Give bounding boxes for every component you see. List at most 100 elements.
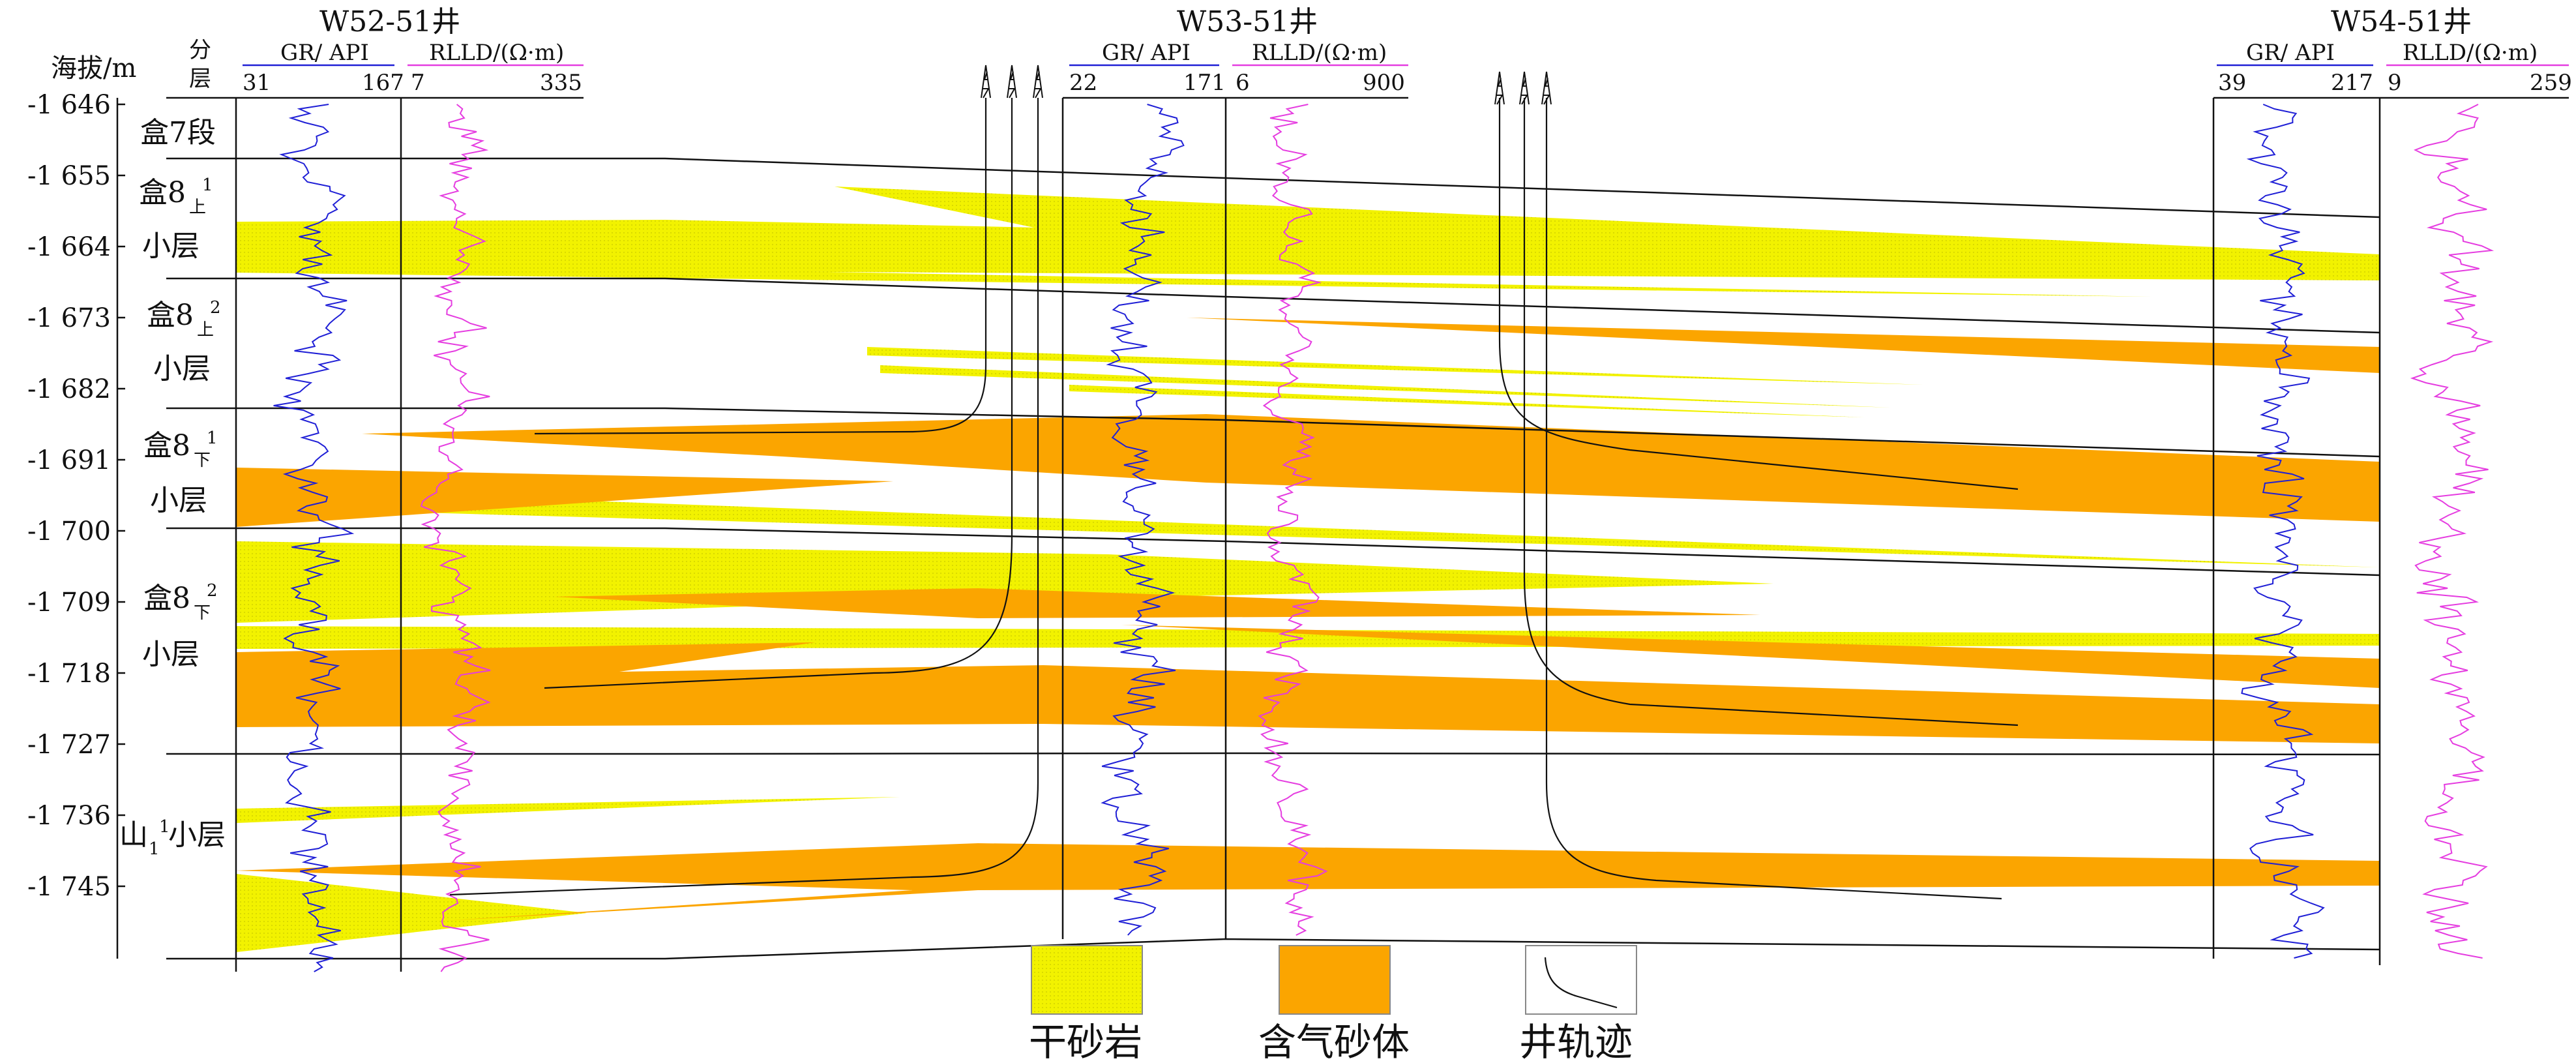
boundary-line (166, 752, 2380, 756)
layer-header: 层 (189, 66, 211, 92)
well-header-w53: W53-51井 GR/ API 22 171 RLLD/(Ω·m) 6 900 (1069, 5, 1408, 96)
svg-text:2: 2 (207, 581, 218, 601)
dry-sand-body (1069, 385, 1865, 417)
gas-sand-body (236, 642, 2380, 743)
well-header-w54: W54-51井 GR/ API 39 217 RLLD/(Ω·m) 9 259 (2217, 5, 2572, 96)
track-frames (116, 97, 2569, 972)
dry-sand-body (236, 261, 2152, 297)
gr-curve (2241, 104, 2325, 959)
dry-sand-body (236, 797, 900, 823)
svg-text:小层: 小层 (142, 638, 200, 671)
dry-sand-body (236, 220, 2380, 280)
svg-text:1: 1 (159, 817, 170, 837)
well-name: W52-51井 (319, 5, 460, 38)
rt-curve (1258, 104, 1328, 936)
dry-sand-body (236, 541, 1773, 623)
gr-title: GR/ API (2246, 40, 2335, 66)
rt-max: 259 (2530, 70, 2572, 96)
rt-min: 7 (411, 70, 425, 96)
dry-sand-body (236, 488, 2380, 567)
well-trajectory (544, 98, 1013, 689)
svg-text:1: 1 (207, 428, 218, 448)
svg-text:盒8: 盒8 (139, 176, 186, 209)
gr-curve (1101, 104, 1185, 936)
axis-tick-label: -1 646 (27, 90, 111, 120)
rt-title: RLLD/(Ω·m) (1252, 40, 1387, 66)
legend-label-dry-sand: 干砂岩 (1029, 1020, 1142, 1063)
gas-sand-body (1187, 318, 2380, 373)
svg-text:小层: 小层 (153, 352, 211, 385)
svg-text:山: 山 (119, 818, 148, 852)
axis-tick-label: -1 709 (27, 588, 111, 618)
svg-text:小层: 小层 (150, 484, 207, 517)
layer-boundaries (166, 157, 2380, 960)
axis-tick-label: -1 736 (27, 801, 111, 831)
axis-tick-label: -1 682 (27, 374, 111, 404)
derrick-icon (1541, 71, 1552, 105)
svg-text:1: 1 (149, 839, 160, 859)
gas-sand-body (236, 843, 2380, 921)
layer-header: 分 (189, 37, 211, 63)
dry-sand-body (236, 626, 2380, 649)
derrick-icons (981, 65, 1552, 105)
dry-sand-body (236, 874, 587, 952)
depth-axis: 海拔/m -1 646 -1 655 -1 664 -1 673 -1 682 -1 69… (27, 53, 136, 902)
gas-sand-body (362, 414, 2380, 522)
svg-text:小层: 小层 (168, 818, 226, 852)
svg-text:小层: 小层 (142, 230, 200, 263)
boundary-line (166, 277, 2380, 334)
legend-label-gas-sand: 含气砂体 (1258, 1020, 1410, 1063)
boundary-line (166, 407, 2380, 458)
derrick-icon (1007, 65, 1017, 98)
dry-sand-body (880, 365, 1891, 408)
well-trajectories (449, 98, 2019, 900)
rt-min: 9 (2388, 70, 2402, 96)
gr-min: 31 (243, 70, 271, 96)
rt-title: RLLD/(Ω·m) (2403, 40, 2538, 66)
well-header-w52: W52-51井 GR/ API 31 167 RLLD/(Ω·m) 7 335 (243, 5, 584, 96)
boundary-line (166, 938, 2380, 960)
rt-curve (420, 104, 491, 972)
axis-tick-label: -1 691 (27, 445, 111, 475)
log-curves (273, 104, 2495, 972)
axis-tick-label: -1 745 (27, 872, 111, 902)
svg-text:下: 下 (194, 451, 211, 470)
trajectory-icon (1544, 957, 1618, 1009)
dry-sand-body (867, 347, 1923, 385)
svg-text:下: 下 (194, 603, 211, 623)
rt-max: 900 (1363, 70, 1405, 96)
gr-title: GR/ API (280, 40, 369, 66)
gr-max: 217 (2331, 70, 2373, 96)
legend-label-trajectory: 井轨迹 (1519, 1020, 1633, 1063)
well-name: W53-51井 (1177, 5, 1318, 38)
layer-label: 盒8 下 1 小层 (143, 428, 218, 517)
legend-swatch-trajectory (1525, 945, 1637, 1015)
well-trajectory (1523, 98, 2019, 726)
axis-tick-label: -1 700 (27, 517, 111, 546)
well-trajectory (449, 98, 1039, 896)
boundary-line (166, 157, 2380, 218)
gr-max: 167 (362, 70, 404, 96)
svg-text:1: 1 (202, 175, 213, 195)
axis-tick-label: -1 664 (27, 232, 111, 262)
svg-text:盒8: 盒8 (143, 582, 190, 615)
dry-sand-body (835, 187, 2380, 258)
well-trajectory (1545, 98, 2002, 900)
gr-min: 22 (1069, 70, 1097, 96)
derrick-icon (1519, 71, 1530, 105)
layer-label: 山 1 1 小层 (119, 817, 226, 859)
gas-sand-body (1121, 625, 2380, 688)
well-trajectory (1498, 98, 2019, 490)
svg-text:盒8: 盒8 (143, 429, 190, 462)
svg-text:盒8: 盒8 (147, 299, 194, 332)
rt-min: 6 (1236, 70, 1250, 96)
gr-curve (273, 104, 355, 972)
gr-max: 171 (1183, 70, 1226, 96)
axis-tick-label: -1 673 (27, 303, 111, 333)
derrick-icon (1033, 65, 1043, 98)
axis-tick-label: -1 655 (27, 161, 111, 191)
rt-title: RLLD/(Ω·m) (429, 40, 564, 66)
derrick-icon (1494, 71, 1505, 105)
svg-text:上: 上 (197, 320, 214, 340)
